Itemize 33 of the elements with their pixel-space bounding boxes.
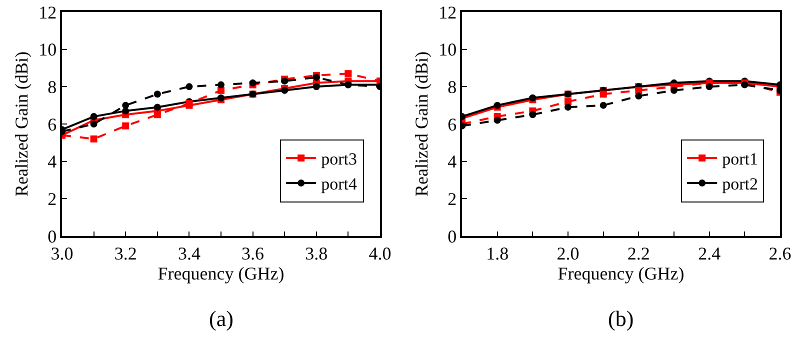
x-tick-label: 3.2: [114, 243, 137, 264]
x-tick-label: 1.8: [486, 243, 509, 264]
y-tick-label: 6: [48, 114, 57, 134]
legend-label: port2: [722, 174, 758, 194]
x-axis-title: Frequency (GHz): [558, 263, 684, 284]
legend-label: port1: [722, 150, 758, 169]
y-tick-label: 10: [438, 40, 457, 60]
y-tick-label: 10: [38, 40, 57, 60]
y-tick-label: 8: [48, 76, 57, 97]
text: (a): [209, 306, 234, 331]
text: (b): [608, 306, 634, 331]
x-tick-label: 3.8: [305, 243, 328, 264]
y-tick-label: 0: [448, 226, 457, 246]
x-tick-label: 4.0: [368, 243, 392, 264]
y-tick-label: 8: [448, 76, 457, 97]
x-tick-label: 2.0: [556, 243, 580, 264]
x-tick-label: 2.6: [768, 243, 792, 264]
y-axis-title: Realized Gain (dBi): [11, 52, 32, 196]
x-axis-title: Frequency (GHz): [158, 263, 284, 284]
y-tick-label: 4: [448, 152, 457, 172]
legend-label: port4: [321, 174, 358, 194]
y-tick-label: 12: [38, 2, 57, 22]
x-tick-label: 2.2: [627, 243, 650, 264]
y-tick-label: 6: [448, 114, 457, 134]
x-tick-label: 2.4: [698, 243, 721, 264]
y-tick-label: 12: [438, 2, 457, 22]
x-tick-label: 3.4: [178, 243, 200, 264]
legend-label: port3: [321, 150, 357, 169]
y-axis-title: Realized Gain (dBi): [411, 52, 432, 196]
y-tick-label: 2: [448, 188, 457, 209]
y-tick-label: 4: [48, 152, 57, 172]
x-tick-label: 3.6: [242, 243, 264, 264]
y-tick-label: 2: [48, 188, 57, 209]
